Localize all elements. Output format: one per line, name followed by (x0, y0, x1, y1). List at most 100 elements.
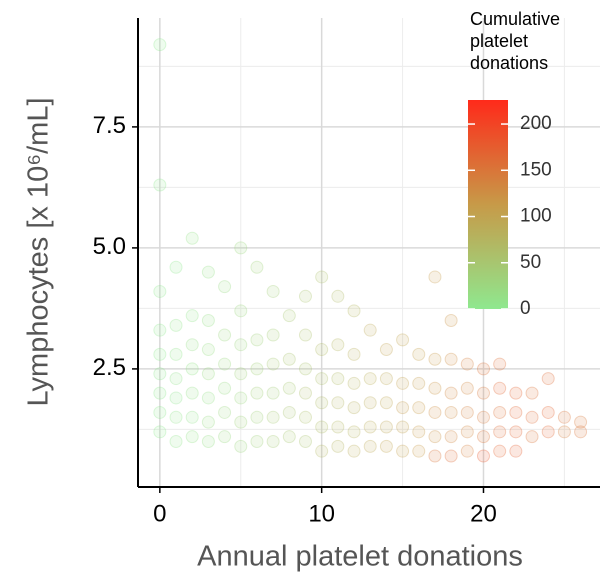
point (250, 435, 264, 449)
point (169, 391, 183, 405)
point (525, 386, 539, 400)
point (315, 343, 329, 357)
point (428, 381, 442, 395)
point (379, 372, 393, 386)
point (428, 405, 442, 419)
point (201, 314, 215, 328)
point (298, 289, 312, 303)
point (525, 430, 539, 444)
point (574, 425, 588, 439)
point (379, 420, 393, 434)
point (396, 401, 410, 415)
x-axis-title: Annual platelet donations (197, 541, 523, 573)
point (153, 367, 167, 381)
point (444, 386, 458, 400)
point (234, 391, 248, 405)
point (493, 425, 507, 439)
point (476, 362, 490, 376)
point (201, 367, 215, 381)
point (234, 439, 248, 453)
point (347, 425, 361, 439)
point (412, 347, 426, 361)
point (460, 357, 474, 371)
point (412, 425, 426, 439)
point (169, 410, 183, 424)
point (201, 343, 215, 357)
point (557, 410, 571, 424)
point (460, 381, 474, 395)
point (493, 444, 507, 458)
point (266, 284, 280, 298)
point (331, 289, 345, 303)
point (201, 265, 215, 279)
point (298, 328, 312, 342)
point (509, 425, 523, 439)
point (460, 425, 474, 439)
y-tick-label: 2.5 (93, 354, 126, 381)
point (185, 362, 199, 376)
point (493, 381, 507, 395)
point (541, 405, 555, 419)
point (379, 343, 393, 357)
point (493, 405, 507, 419)
point (234, 338, 248, 352)
point (331, 372, 345, 386)
point (266, 357, 280, 371)
point (315, 444, 329, 458)
point (153, 178, 167, 192)
point (315, 420, 329, 434)
colorbar-tick-label: 100 (520, 206, 552, 227)
point (428, 352, 442, 366)
point (347, 376, 361, 390)
point (169, 372, 183, 386)
point (557, 425, 571, 439)
point (185, 386, 199, 400)
x-tick-label: 20 (470, 500, 497, 527)
point (298, 435, 312, 449)
point (218, 430, 232, 444)
point (476, 449, 490, 463)
point (331, 439, 345, 453)
point (185, 309, 199, 323)
point (218, 357, 232, 371)
point (153, 323, 167, 337)
point (412, 444, 426, 458)
x-tick-label: 10 (308, 500, 335, 527)
point (266, 386, 280, 400)
point (460, 405, 474, 419)
point (153, 386, 167, 400)
point (282, 430, 296, 444)
point (363, 323, 377, 337)
point (315, 396, 329, 410)
point (412, 376, 426, 390)
colorbar-title: Cumulative platelet donations (470, 9, 561, 73)
x-tick-label: 0 (153, 500, 166, 527)
y-tick-label: 5.0 (93, 233, 126, 260)
colorbar (468, 100, 508, 309)
point (444, 314, 458, 328)
point (250, 333, 264, 347)
point (476, 430, 490, 444)
point (331, 420, 345, 434)
point (298, 386, 312, 400)
point (476, 386, 490, 400)
colorbar-tick-label: 200 (520, 113, 552, 134)
point (218, 280, 232, 294)
point (541, 372, 555, 386)
point (153, 38, 167, 52)
point (574, 415, 588, 429)
colorbar-tick-label: 50 (520, 252, 541, 273)
point (218, 381, 232, 395)
point (509, 386, 523, 400)
colorbar-tick-label: 0 (520, 298, 531, 319)
point (250, 386, 264, 400)
point (412, 401, 426, 415)
point (153, 425, 167, 439)
point (185, 338, 199, 352)
colorbar-tick-label: 150 (520, 159, 552, 180)
point (153, 284, 167, 298)
point (201, 415, 215, 429)
point (282, 405, 296, 419)
